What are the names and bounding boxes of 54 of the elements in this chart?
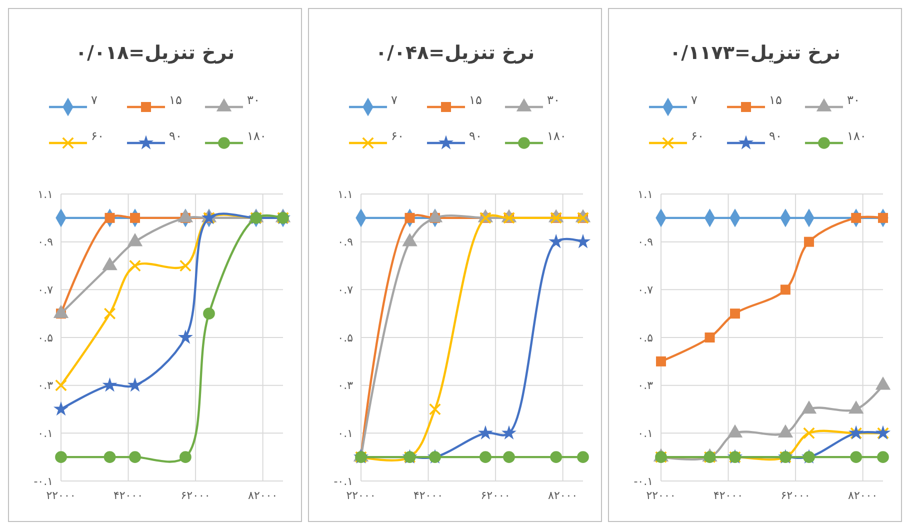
x-tick-label: ۸۲۰۰۰ xyxy=(848,489,878,502)
legend-label: ۱۵ xyxy=(769,93,782,107)
legend-label: ۱۸۰ xyxy=(847,129,866,143)
legend-label: ۶۰ xyxy=(391,129,404,143)
y-tick-label: ۰.۵ xyxy=(38,331,54,344)
y-tick-label: ۱.۱ xyxy=(38,188,53,201)
x-tick-label: ۲۲۰۰۰ xyxy=(46,489,76,502)
y-tick-label: ۰.۳ xyxy=(38,379,54,392)
y-tick-label: ۰.۵ xyxy=(638,331,654,344)
x-tick-label: ۴۲۰۰۰ xyxy=(414,489,444,502)
y-tick-label: ۰.۱ xyxy=(638,427,653,440)
y-tick-label: ۰.۵ xyxy=(338,331,354,344)
x-tick-label: ۸۲۰۰۰ xyxy=(548,489,578,502)
y-tick-label: ۰.۹ xyxy=(38,236,54,249)
chart-title: نرخ تنزیل=۰/۰۴۸ xyxy=(375,42,535,64)
legend-label: ۷ xyxy=(691,93,698,107)
x-tick-label: ۶۲۰۰۰ xyxy=(480,489,510,502)
legend-label: ۱۸۰ xyxy=(247,129,266,143)
y-tick-label: ۱.۱ xyxy=(638,188,653,201)
legend-label: ۹۰ xyxy=(469,129,482,143)
y-tick-label: ۱.۱ xyxy=(338,188,353,201)
y-tick-label: ۰.۷ xyxy=(38,284,54,297)
x-tick-label: ۶۲۰۰۰ xyxy=(780,489,810,502)
y-tick-label: ۰.۳ xyxy=(338,379,354,392)
y-tick-label: ۰.۱ xyxy=(338,427,353,440)
y-tick-label: -۰.۱ xyxy=(334,474,353,488)
chart-title: نرخ تنزیل=۰/۰۱۸ xyxy=(75,42,235,64)
legend-label: ۱۵ xyxy=(469,93,482,107)
legend-label: ۷ xyxy=(91,93,98,107)
y-tick-label: ۰.۷ xyxy=(638,284,654,297)
chart-title: نرخ تنزیل=۰/۱۱۷۳ xyxy=(670,42,840,64)
y-tick-label: -۰.۱ xyxy=(34,474,53,488)
legend-label: ۷ xyxy=(391,93,398,107)
x-tick-label: ۴۲۰۰۰ xyxy=(714,489,744,502)
x-tick-label: ۸۲۰۰۰ xyxy=(248,489,278,502)
legend-label: ۶۰ xyxy=(691,129,704,143)
y-tick-label: ۰.۳ xyxy=(638,379,654,392)
legend-label: ۳۰ xyxy=(247,93,260,107)
y-tick-label: ۰.۱ xyxy=(38,427,53,440)
legend-label: ۹۰ xyxy=(169,129,182,143)
y-tick-label: ۰.۷ xyxy=(338,284,354,297)
legend-label: ۱۵ xyxy=(169,93,182,107)
x-tick-label: ۲۲۰۰۰ xyxy=(646,489,676,502)
x-tick-label: ۴۲۰۰۰ xyxy=(114,489,144,502)
legend-label: ۱۸۰ xyxy=(547,129,566,143)
legend-label: ۳۰ xyxy=(547,93,560,107)
y-tick-label: -۰.۱ xyxy=(634,474,653,488)
x-tick-label: ۶۲۰۰۰ xyxy=(180,489,210,502)
y-tick-label: ۰.۹ xyxy=(338,236,354,249)
y-tick-label: ۰.۹ xyxy=(638,236,654,249)
legend-label: ۶۰ xyxy=(91,129,104,143)
x-tick-label: ۲۲۰۰۰ xyxy=(346,489,376,502)
legend-label: ۹۰ xyxy=(769,129,782,143)
legend-label: ۳۰ xyxy=(847,93,860,107)
